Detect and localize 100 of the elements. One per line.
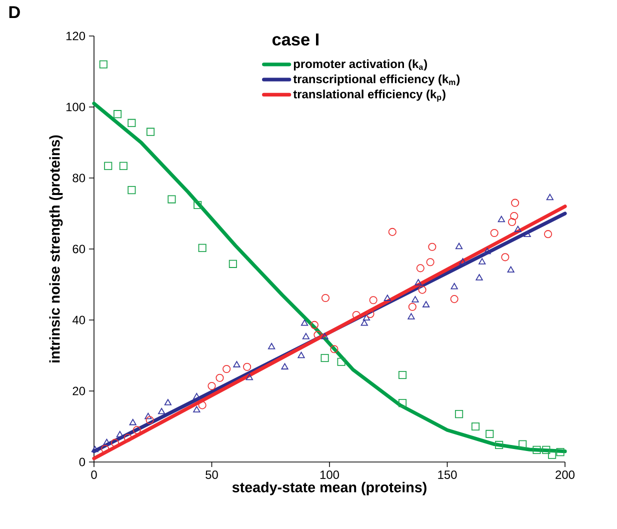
point xyxy=(518,440,527,448)
point xyxy=(116,430,124,438)
point xyxy=(193,406,200,412)
point xyxy=(302,333,310,340)
point xyxy=(103,438,110,446)
point xyxy=(388,228,396,236)
point xyxy=(524,230,531,238)
point xyxy=(352,310,360,320)
point xyxy=(158,408,166,414)
point xyxy=(330,345,338,354)
point xyxy=(508,218,516,226)
point xyxy=(114,110,122,118)
point xyxy=(542,446,550,454)
point xyxy=(369,296,378,304)
chart-title: case I xyxy=(272,34,318,46)
point xyxy=(208,382,216,390)
point xyxy=(412,296,419,302)
point xyxy=(511,198,520,207)
x-tick-label: 100 xyxy=(320,470,340,479)
y-tick-label: 60 xyxy=(72,244,86,254)
x-axis-title: steady-state mean (proteins) xyxy=(232,482,426,496)
point xyxy=(450,282,458,290)
point xyxy=(99,60,108,68)
point xyxy=(418,286,426,294)
point xyxy=(428,242,436,251)
point xyxy=(360,320,368,326)
point xyxy=(501,253,510,262)
point xyxy=(198,401,206,410)
point xyxy=(498,216,505,222)
y-axis-title: intrinsic noise strength (proteins) xyxy=(49,135,63,362)
point xyxy=(398,370,407,380)
y-tick-label: 0 xyxy=(79,458,86,466)
x-tick-label: 150 xyxy=(438,470,457,479)
point xyxy=(486,430,494,438)
point xyxy=(459,258,466,264)
point xyxy=(300,320,308,326)
point xyxy=(514,226,522,232)
point xyxy=(233,361,240,368)
point xyxy=(532,446,541,454)
point xyxy=(478,258,486,264)
point xyxy=(228,260,237,268)
point xyxy=(471,422,480,431)
point xyxy=(398,399,407,408)
point xyxy=(362,314,370,320)
point xyxy=(450,295,458,304)
point xyxy=(544,230,552,238)
point xyxy=(104,162,112,170)
point xyxy=(91,446,98,452)
point xyxy=(298,352,305,358)
point xyxy=(507,266,514,273)
point xyxy=(384,294,391,301)
point xyxy=(132,426,141,434)
point xyxy=(546,194,554,200)
point xyxy=(193,392,200,400)
legend-label: transcriptional efficiency (k$_{m}$) xyxy=(293,74,460,86)
point xyxy=(128,118,136,128)
point xyxy=(548,450,556,459)
x-tick-label: 200 xyxy=(556,470,575,479)
point xyxy=(222,364,231,374)
point xyxy=(124,434,132,442)
point xyxy=(194,200,202,210)
point xyxy=(128,186,136,194)
x-tick-label: 0 xyxy=(91,470,97,479)
point xyxy=(144,412,152,420)
point xyxy=(216,374,224,382)
legend-label: translational efficiency (k$_{p}$) xyxy=(293,90,446,102)
point xyxy=(455,242,463,250)
y-tick-label: 80 xyxy=(72,174,86,182)
y-tick-label: 120 xyxy=(66,32,86,40)
point xyxy=(337,358,346,366)
point xyxy=(556,448,564,456)
point xyxy=(268,342,276,350)
y-tick-label: 100 xyxy=(66,102,86,112)
point xyxy=(366,310,374,318)
x-tick-label: 50 xyxy=(206,470,218,479)
point xyxy=(246,374,253,380)
point xyxy=(110,438,119,447)
point xyxy=(146,416,154,424)
point xyxy=(408,302,416,311)
point xyxy=(414,279,422,286)
point xyxy=(198,244,206,252)
point xyxy=(164,399,172,406)
point xyxy=(129,418,136,426)
point xyxy=(314,330,322,339)
text: D xyxy=(9,6,20,18)
point xyxy=(101,444,110,453)
line-series xyxy=(92,102,567,454)
point xyxy=(422,301,430,308)
point xyxy=(426,258,434,266)
point xyxy=(168,195,176,204)
point xyxy=(484,248,491,254)
point xyxy=(490,228,498,238)
point xyxy=(454,410,464,418)
point xyxy=(320,354,329,362)
point xyxy=(321,333,328,340)
point xyxy=(321,294,330,302)
point xyxy=(495,440,504,449)
point xyxy=(408,313,415,320)
legend-label: promoter activation (k$_{a}$) xyxy=(294,59,428,70)
point xyxy=(146,128,155,136)
